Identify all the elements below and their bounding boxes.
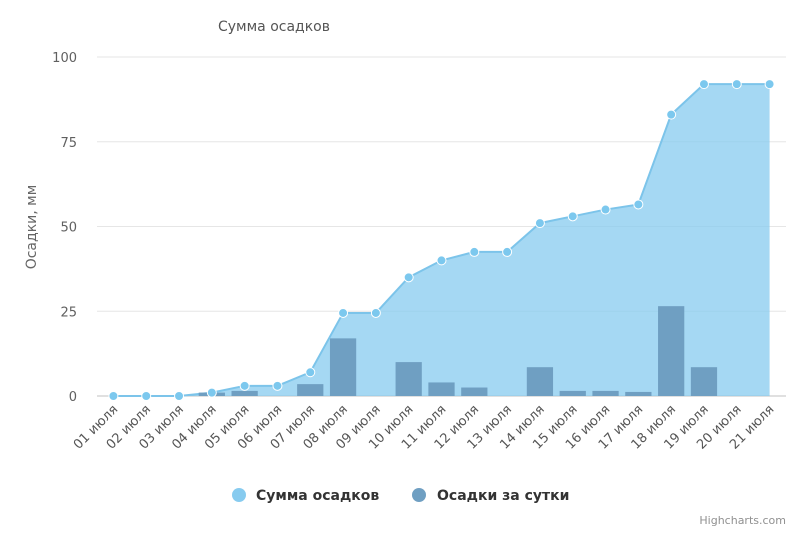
cumulative-point[interactable] — [600, 204, 611, 215]
daily-bar[interactable] — [658, 306, 685, 396]
daily-bar[interactable] — [428, 382, 455, 396]
legend-marker-daily — [412, 488, 426, 502]
legend-label-cumulative: Сумма осадков — [256, 488, 379, 504]
legend-item-cumulative[interactable]: Сумма осадков — [232, 488, 379, 504]
cumulative-point[interactable] — [764, 79, 775, 90]
cumulative-markers[interactable] — [108, 79, 775, 401]
daily-bar[interactable] — [329, 338, 357, 396]
cumulative-point[interactable] — [436, 255, 447, 266]
cumulative-point[interactable] — [370, 307, 381, 318]
cumulative-point[interactable] — [305, 367, 316, 378]
y-tick-label: 25 — [60, 305, 77, 320]
cumulative-point[interactable] — [141, 391, 152, 401]
legend-marker-cumulative — [232, 488, 246, 502]
cumulative-point[interactable] — [272, 380, 283, 391]
cumulative-point[interactable] — [469, 246, 480, 257]
daily-bar[interactable] — [625, 391, 652, 396]
daily-bar-series[interactable] — [198, 306, 718, 396]
y-tick-label: 0 — [69, 390, 77, 405]
cumulative-point[interactable] — [108, 391, 119, 401]
cumulative-point[interactable] — [731, 79, 742, 90]
daily-bar[interactable] — [526, 367, 554, 396]
daily-bar[interactable] — [559, 390, 586, 396]
y-axis-ticks: 0 25 50 75 100 — [52, 51, 77, 405]
cumulative-point[interactable] — [338, 307, 349, 318]
cumulative-point[interactable] — [567, 211, 578, 222]
y-tick-label: 50 — [60, 221, 77, 236]
legend: Сумма осадков Осадки за сутки — [232, 488, 569, 504]
legend-item-daily[interactable]: Осадки за сутки — [412, 488, 569, 504]
cumulative-point[interactable] — [206, 387, 217, 398]
credits-link[interactable]: Highcharts.com — [699, 514, 786, 527]
daily-bar[interactable] — [231, 390, 258, 396]
cumulative-point[interactable] — [534, 218, 545, 229]
cumulative-point[interactable] — [633, 199, 644, 210]
cumulative-point[interactable] — [239, 380, 250, 391]
daily-bar[interactable] — [395, 362, 422, 396]
cumulative-point[interactable] — [174, 391, 185, 401]
daily-bar[interactable] — [461, 387, 488, 396]
y-tick-label: 75 — [60, 136, 77, 151]
cumulative-point[interactable] — [403, 272, 414, 283]
daily-bar[interactable] — [690, 367, 718, 396]
cumulative-point[interactable] — [666, 109, 677, 120]
legend-label-daily: Осадки за сутки — [437, 488, 569, 504]
daily-bar[interactable] — [592, 390, 619, 396]
daily-bar[interactable] — [297, 384, 324, 396]
cumulative-area-fill — [113, 84, 770, 397]
cumulative-point[interactable] — [502, 246, 513, 257]
cumulative-point[interactable] — [698, 79, 709, 90]
chart-title: Сумма осадков — [218, 19, 330, 35]
y-tick-label: 100 — [52, 51, 77, 66]
y-axis-label: Осадки, мм — [24, 185, 40, 270]
